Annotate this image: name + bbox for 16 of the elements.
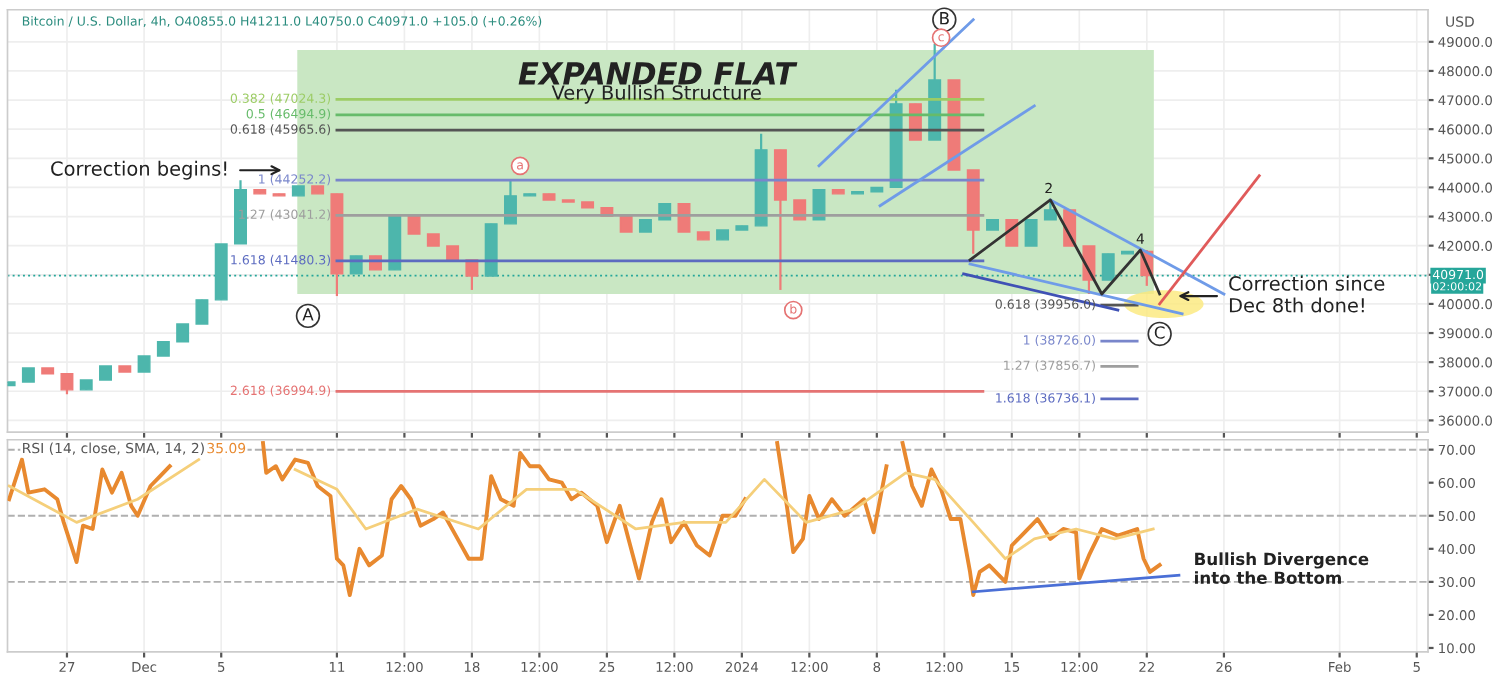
candlestick [503, 178, 517, 225]
annotation: A [302, 308, 314, 321]
annotation: C [1154, 326, 1165, 339]
annotation: B [940, 12, 949, 25]
candlestick [195, 298, 209, 326]
candlestick [812, 189, 826, 221]
annotation: Correction begins! [51, 160, 227, 180]
annotation: Bullish Divergence into the Bottom [1195, 552, 1369, 585]
candlestick [60, 372, 74, 396]
annotation: EXPANDED FLAT [518, 62, 798, 85]
candlestick [677, 203, 691, 233]
candlestick [1101, 252, 1115, 282]
candlestick [1024, 219, 1038, 247]
candlestick [1043, 198, 1057, 221]
annotation: Correction since Dec 8th done! [1229, 275, 1385, 313]
annotation: Very Bullish Structure [551, 84, 761, 104]
